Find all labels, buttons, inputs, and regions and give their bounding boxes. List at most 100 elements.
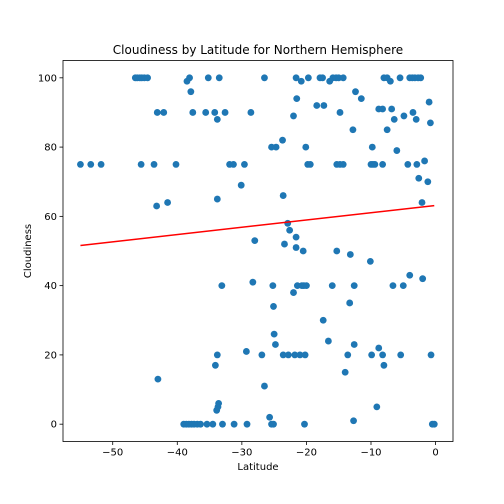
data-point-39 xyxy=(213,115,221,123)
data-point-24 xyxy=(357,95,365,102)
data-point-36 xyxy=(160,109,168,116)
data-point-159 xyxy=(266,413,274,421)
data-point-17 xyxy=(319,74,326,82)
data-point-109 xyxy=(303,282,310,290)
data-point-43 xyxy=(293,95,301,102)
data-point-94 xyxy=(292,233,300,241)
y-axis: 0 20 40 60 80 100 xyxy=(38,73,63,431)
data-point-35 xyxy=(153,109,161,116)
data-point-13 xyxy=(292,74,300,82)
data-point-44 xyxy=(313,102,321,109)
y-tick-label: 0 xyxy=(51,420,57,431)
data-point-40 xyxy=(221,109,229,116)
data-point-112 xyxy=(389,282,397,290)
data-point-120 xyxy=(272,341,279,348)
data-point-129 xyxy=(296,351,304,359)
data-point-101 xyxy=(366,257,374,265)
data-point-87 xyxy=(279,192,287,199)
x-axis: −50 −40 −30 −20 −10 0 xyxy=(102,441,439,459)
data-point-139 xyxy=(341,368,349,376)
data-point-115 xyxy=(419,275,427,283)
data-point-126 xyxy=(279,351,287,359)
data-point-8 xyxy=(187,88,195,96)
data-point-64 xyxy=(150,161,158,168)
data-point-162 xyxy=(301,420,308,428)
data-point-86 xyxy=(237,181,245,189)
data-point-141 xyxy=(261,382,268,390)
data-point-161 xyxy=(270,420,277,428)
data-point-34 xyxy=(425,98,433,106)
data-point-133 xyxy=(375,344,383,352)
data-point-51 xyxy=(383,126,391,134)
data-point-9 xyxy=(189,109,197,116)
data-point-60 xyxy=(77,161,84,168)
data-point-117 xyxy=(270,303,277,310)
data-point-88 xyxy=(213,195,221,203)
data-point-85 xyxy=(424,178,432,186)
data-point-95 xyxy=(281,240,288,248)
data-point-55 xyxy=(400,112,408,120)
y-tick-label: 80 xyxy=(44,143,57,154)
data-point-130 xyxy=(301,351,309,359)
x-tick-label: 0 xyxy=(432,448,438,459)
data-point-10 xyxy=(204,74,212,82)
y-axis-label: Cloudiness xyxy=(23,224,34,278)
data-point-90 xyxy=(164,199,172,206)
data-point-53 xyxy=(390,115,398,123)
data-point-81 xyxy=(379,161,387,168)
y-tick-label: 60 xyxy=(44,212,57,223)
data-point-150 xyxy=(197,420,204,428)
data-point-28 xyxy=(396,74,404,82)
data-point-58 xyxy=(412,115,420,123)
data-point-80 xyxy=(371,161,379,168)
data-point-119 xyxy=(270,330,278,338)
data-point-136 xyxy=(397,351,405,359)
data-point-156 xyxy=(219,420,226,428)
data-point-54 xyxy=(393,147,401,154)
y-tick-label: 100 xyxy=(38,73,57,84)
data-point-83 xyxy=(421,157,428,165)
data-point-48 xyxy=(368,143,376,151)
data-point-70 xyxy=(272,143,280,151)
data-point-110 xyxy=(328,282,336,290)
data-point-50 xyxy=(379,105,387,113)
data-point-98 xyxy=(251,237,259,245)
data-point-38 xyxy=(211,109,219,116)
data-point-93 xyxy=(286,226,294,234)
data-point-158 xyxy=(243,420,251,428)
data-point-138 xyxy=(211,361,219,369)
data-point-57 xyxy=(409,109,417,116)
x-axis-label: Latitude xyxy=(237,462,278,473)
data-point-100 xyxy=(346,251,354,258)
data-point-59 xyxy=(427,119,434,127)
data-point-84 xyxy=(415,174,423,182)
data-point-113 xyxy=(399,282,407,290)
data-point-96 xyxy=(292,244,300,251)
chart-title: Cloudiness by Latitude for Northern Hemi… xyxy=(113,43,403,57)
data-point-105 xyxy=(290,289,297,296)
data-point-67 xyxy=(230,161,237,168)
data-point-14 xyxy=(297,77,305,85)
data-point-22 xyxy=(339,74,347,82)
data-point-123 xyxy=(213,351,221,359)
data-point-15 xyxy=(304,74,312,82)
data-point-65 xyxy=(172,161,180,168)
plot-area xyxy=(77,74,438,428)
data-point-103 xyxy=(249,278,257,286)
data-point-116 xyxy=(346,299,354,307)
x-tick-label: −30 xyxy=(231,448,252,459)
data-point-91 xyxy=(418,199,426,206)
data-point-97 xyxy=(299,247,307,255)
data-point-63 xyxy=(137,161,145,168)
data-point-131 xyxy=(344,351,352,359)
data-point-12 xyxy=(261,74,268,82)
data-point-118 xyxy=(319,316,327,324)
x-tick-label: −40 xyxy=(167,448,188,459)
regression-line xyxy=(80,204,435,247)
data-point-77 xyxy=(339,161,347,168)
data-point-140 xyxy=(154,375,162,383)
data-point-42 xyxy=(290,112,297,120)
data-point-92 xyxy=(284,219,292,227)
data-point-7 xyxy=(186,74,193,82)
